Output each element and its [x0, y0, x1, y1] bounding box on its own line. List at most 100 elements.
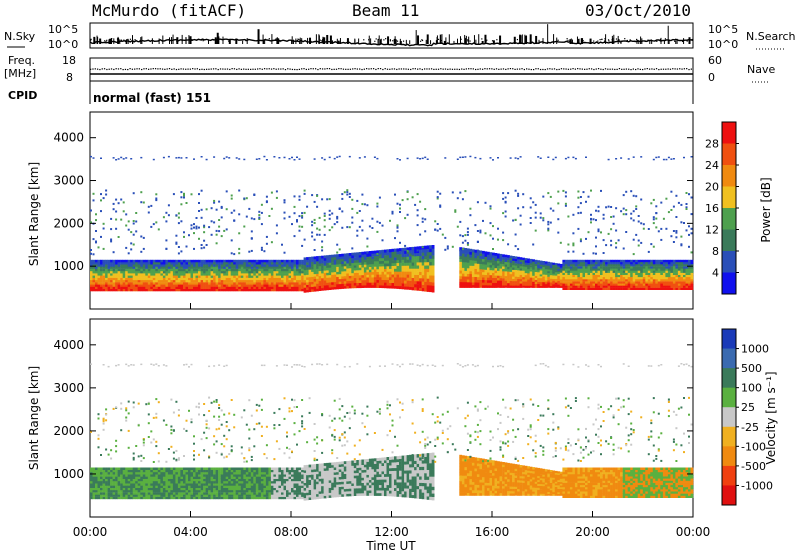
- heatmap-cell: [130, 279, 133, 283]
- heatmap-cell: [175, 266, 179, 269]
- heatmap-cell: [170, 273, 174, 276]
- heatmap-cell: [275, 286, 279, 289]
- heatmap-cell: [313, 271, 317, 275]
- heatmap-cell: [105, 277, 108, 281]
- heatmap-cell: [680, 276, 684, 280]
- heatmap-cell: [489, 282, 493, 286]
- heatmap-cell: [557, 267, 561, 269]
- heatmap-speck: [120, 402, 123, 405]
- heatmap-cell: [105, 259, 108, 263]
- heatmap-cell: [200, 279, 204, 283]
- heatmap-cell: [308, 276, 312, 280]
- heatmap-cell: [105, 279, 108, 283]
- heatmap-cell: [102, 485, 106, 488]
- heatmap-cell: [100, 478, 103, 482]
- heatmap-cell: [125, 275, 128, 278]
- heatmap-cell: [281, 268, 284, 272]
- heatmap-cell: [373, 266, 377, 270]
- heatmap-cell: [150, 270, 154, 274]
- nave-dot: [498, 68, 500, 70]
- heatmap-cell: [358, 257, 362, 260]
- heatmap-cell: [157, 275, 161, 278]
- heatmap-cell: [567, 285, 571, 288]
- heatmap-cell: [574, 268, 578, 271]
- heatmap-cell: [431, 251, 435, 256]
- heatmap-cell: [647, 272, 651, 275]
- heatmap-cell: [112, 483, 116, 486]
- heatmap-cell: [677, 259, 681, 263]
- heatmap-speck: [298, 198, 301, 201]
- nave-dot: [131, 68, 134, 70]
- heatmap-cell: [112, 264, 116, 267]
- nave-dot: [310, 68, 312, 70]
- heatmap-cell: [92, 273, 96, 276]
- heatmap-cell: [130, 472, 133, 475]
- heatmap-cell: [92, 496, 96, 500]
- heatmap-speck: [313, 249, 316, 251]
- heatmap-cell: [120, 279, 123, 283]
- nave-dot: [331, 68, 333, 71]
- heatmap-cell: [622, 261, 626, 265]
- freq-nave-panel: Freq. [MHz] 18 8 60 0 Nave: [4, 54, 775, 84]
- heatmap-cell: [213, 268, 216, 272]
- heatmap-cell: [210, 268, 214, 272]
- heatmap-cell: [482, 277, 485, 280]
- heatmap-speck: [514, 245, 517, 248]
- heatmap-cell: [657, 281, 661, 284]
- heatmap-cell: [301, 286, 304, 289]
- heatmap-speck: [690, 251, 693, 254]
- heatmap-cell: [331, 274, 334, 278]
- heatmap-cell: [595, 283, 598, 286]
- heatmap-cell: [612, 281, 616, 284]
- heatmap-speck: [514, 233, 517, 236]
- heatmap-cell: [519, 285, 523, 288]
- heatmap-speck: [667, 156, 670, 159]
- heatmap-cell: [142, 496, 146, 500]
- heatmap-cell: [376, 282, 380, 286]
- heatmap-cell: [293, 288, 297, 292]
- heatmap-speck: [127, 400, 130, 403]
- heatmap-cell: [617, 261, 621, 265]
- heatmap-cell: [657, 279, 661, 282]
- heatmap-speck: [198, 202, 200, 204]
- heatmap-cell: [534, 285, 538, 288]
- heatmap-cell: [273, 275, 277, 278]
- heatmap-cell: [421, 252, 425, 256]
- search-dot: [567, 39, 569, 42]
- heatmap-cell: [137, 476, 141, 479]
- heatmap-cell: [311, 261, 314, 265]
- heatmap-cell: [494, 275, 498, 278]
- heatmap-cell: [268, 262, 272, 265]
- heatmap-cell: [363, 264, 367, 268]
- heatmap-cell: [243, 266, 247, 269]
- heatmap-cell: [356, 257, 360, 261]
- heatmap-cell: [117, 487, 121, 491]
- heatmap-cell: [474, 276, 478, 280]
- heatmap-cell: [230, 282, 234, 285]
- heatmap-cell: [647, 287, 651, 290]
- heatmap-cell: [298, 264, 302, 267]
- heatmap-cell: [326, 267, 329, 271]
- heatmap-cell: [562, 259, 566, 263]
- heatmap-cell: [336, 279, 339, 282]
- heatmap-cell: [660, 266, 664, 269]
- heatmap-cell: [102, 264, 106, 267]
- heatmap-cell: [416, 252, 420, 257]
- heatmap-cell: [597, 259, 601, 263]
- heatmap-cell: [532, 261, 535, 264]
- heatmap-speck: [132, 401, 135, 404]
- heatmap-cell: [497, 270, 500, 274]
- heatmap-cell: [396, 285, 400, 289]
- heatmap-cell: [474, 284, 478, 288]
- heatmap-cell: [582, 266, 586, 269]
- heatmap-speck: [323, 215, 326, 217]
- heatmap-cell: [642, 287, 646, 290]
- heatmap-cell: [200, 266, 204, 269]
- heatmap-cell: [233, 270, 236, 274]
- heatmap-cell: [461, 276, 465, 280]
- heatmap-cell: [253, 279, 257, 283]
- heatmap-speck: [459, 156, 462, 159]
- heatmap-cell: [564, 268, 568, 271]
- heatmap-cell: [373, 269, 377, 272]
- heatmap-speck: [557, 218, 560, 221]
